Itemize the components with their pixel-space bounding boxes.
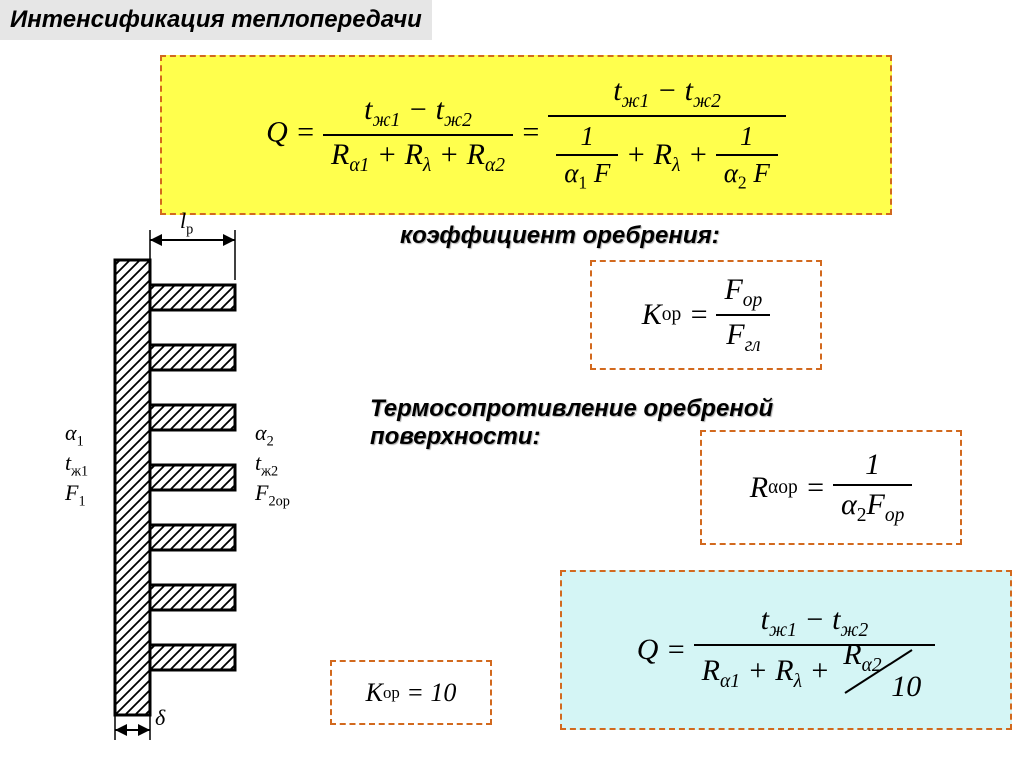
rl-sub: λ <box>423 155 431 176</box>
kop2-k: K <box>366 678 383 708</box>
ten: 10 <box>891 670 921 704</box>
kop2-val: 10 <box>430 678 456 708</box>
f-right-sub: 2ор <box>268 493 289 509</box>
f-left-sub: 1 <box>78 493 85 509</box>
alpha1-sub: 1 <box>578 173 587 193</box>
crl: R <box>775 653 793 686</box>
cra1: R <box>702 653 720 686</box>
rop-one: 1 <box>833 446 912 486</box>
alpha2: α <box>724 158 738 188</box>
t-right-sub: ж2 <box>261 463 278 479</box>
f-left: F <box>65 480 78 505</box>
rl: R <box>405 138 423 171</box>
f-b: F <box>753 158 770 188</box>
equals: = <box>295 116 323 149</box>
rl2-sub: λ <box>672 155 680 176</box>
f-right: F <box>255 480 268 505</box>
t2-sub: ж2 <box>444 110 472 131</box>
rop-f: F <box>866 488 884 521</box>
cyan-formula-box: Q = tж1 − tж2 Rα1 + Rλ + Rα2 10 <box>560 570 1012 730</box>
ra1: R <box>331 138 349 171</box>
main-formula-box: Q = tж1 − tж2 Rα1 + Rλ + Rα2 = tж1 − tж2 <box>160 55 892 215</box>
t1b: t <box>613 74 621 107</box>
heading-coefficient: коэффициент оребрения: <box>400 222 720 250</box>
kop2-sub: ор <box>383 683 400 703</box>
alpha-left-sub: 1 <box>77 433 84 449</box>
f-a: F <box>594 158 611 188</box>
main-formula: Q = tж1 − tж2 Rα1 + Rλ + Rα2 = tж1 − tж2 <box>266 72 786 197</box>
fop-sub: ор <box>743 290 763 311</box>
rop-sub: αор <box>768 477 798 499</box>
rl2: R <box>654 138 672 171</box>
kop-k: K <box>642 298 662 332</box>
ct1-sub: ж1 <box>769 620 797 641</box>
cyan-q: Q <box>637 633 659 667</box>
alpha-left: α <box>65 420 77 445</box>
t2b: t <box>685 74 693 107</box>
ra2: R <box>467 138 485 171</box>
one-b: 1 <box>716 119 778 156</box>
t1b-sub: ж1 <box>622 91 650 112</box>
alpha-right: α <box>255 420 267 445</box>
fraction-1: tж1 − tж2 Rα1 + Rλ + Rα2 <box>323 91 513 179</box>
lp-sub: р <box>186 221 193 237</box>
crl-sub: λ <box>794 670 802 691</box>
equals: = <box>520 116 548 149</box>
t-left-sub: ж1 <box>71 463 88 479</box>
fgl-sub: гл <box>745 335 761 356</box>
alpha2-sub: 2 <box>738 173 747 193</box>
rop-alpha: α <box>841 488 857 521</box>
alpha1: α <box>564 158 578 188</box>
cra1-sub: α1 <box>720 670 740 691</box>
fop: F <box>724 273 742 306</box>
fgl: F <box>726 318 744 351</box>
t2: t <box>436 93 444 126</box>
t1-sub: ж1 <box>372 110 400 131</box>
rop-r: R <box>750 471 768 505</box>
ra1-sub: α1 <box>349 155 369 176</box>
q-symbol: Q <box>266 116 288 149</box>
fin-diagram: lр α1 tж1 F1 α2 tж2 F2ор δ <box>60 210 330 740</box>
rop-formula-box: Rαор = 1 α2Fор <box>700 430 962 545</box>
ct1: t <box>761 603 769 636</box>
fraction-2: tж1 − tж2 1 α1 F + Rλ + 1 α2 <box>548 72 786 197</box>
kop-formula-box: Kор = Fор Fгл <box>590 260 822 370</box>
kop-value-box: Kор = 10 <box>330 660 492 725</box>
rop-f-sub: ор <box>885 505 905 526</box>
alpha-right-sub: 2 <box>267 433 274 449</box>
one-a: 1 <box>556 119 618 156</box>
ra2-sub: α2 <box>485 155 505 176</box>
delta: δ <box>155 705 165 730</box>
page-title: Интенсификация теплопередачи <box>0 0 432 40</box>
fin-svg <box>60 210 330 740</box>
kop-sub: ор <box>662 304 682 326</box>
t2b-sub: ж2 <box>693 91 721 112</box>
